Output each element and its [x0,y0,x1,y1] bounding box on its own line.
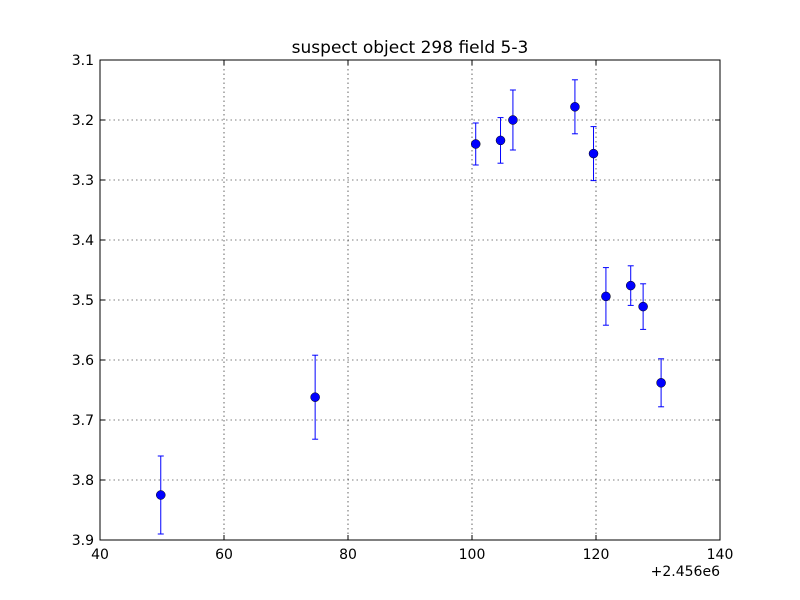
data-point [310,392,320,402]
data-point [625,280,636,291]
y-tick-label: 3.3 [72,173,94,189]
x-offset-label: +2.456e6 [651,564,720,580]
data-point [508,115,518,125]
data-point [638,301,648,312]
x-tick-label: 100 [459,547,486,563]
x-tick-label: 120 [583,547,610,563]
y-tick-label: 3.8 [72,473,94,489]
x-tick-label: 80 [339,547,357,563]
label-layer: 40 60 80 100 120 140 3.1 3.2 3.3 3.4 3.5 3.6 3.7 3.8 3… [72,53,734,563]
y-tick-label: 3.9 [72,533,94,549]
chart-title: suspect object 298 field 5-3 [292,38,529,58]
y-tick-label: 3.7 [72,413,94,429]
data-point [470,139,481,149]
grid-layer [100,60,720,540]
y-tick-label: 3.1 [72,53,94,69]
x-tick-label: 60 [215,547,233,563]
data-point [570,102,580,112]
y-tick-label: 3.4 [72,233,94,249]
y-tick-label: 3.5 [72,293,94,309]
data-layer [156,79,666,535]
y-tick-label: 3.6 [72,353,94,369]
x-tick-label: 40 [91,547,109,563]
tick-layer [99,59,721,541]
data-point [588,148,599,159]
data-point [656,378,666,388]
data-point [495,135,506,146]
data-point [601,291,611,302]
x-tick-label: 140 [707,547,734,563]
data-point [156,490,166,500]
y-tick-label: 3.2 [72,113,94,129]
